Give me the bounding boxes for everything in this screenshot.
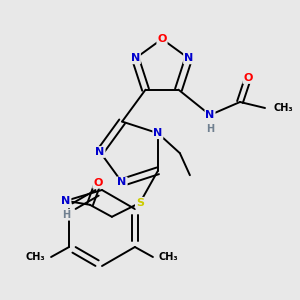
Text: N: N [206, 110, 214, 120]
Text: N: N [184, 53, 193, 63]
Text: O: O [243, 73, 253, 83]
Text: CH₃: CH₃ [26, 252, 45, 262]
Text: N: N [95, 147, 105, 157]
Text: S: S [136, 198, 144, 208]
Text: O: O [93, 178, 103, 188]
Text: O: O [157, 34, 167, 44]
Text: N: N [131, 53, 140, 63]
Text: H: H [62, 210, 70, 220]
Text: N: N [153, 128, 163, 138]
Text: CH₃: CH₃ [273, 103, 292, 113]
Text: N: N [118, 177, 127, 188]
Text: H: H [206, 124, 214, 134]
Text: N: N [61, 196, 70, 206]
Text: CH₃: CH₃ [159, 252, 178, 262]
